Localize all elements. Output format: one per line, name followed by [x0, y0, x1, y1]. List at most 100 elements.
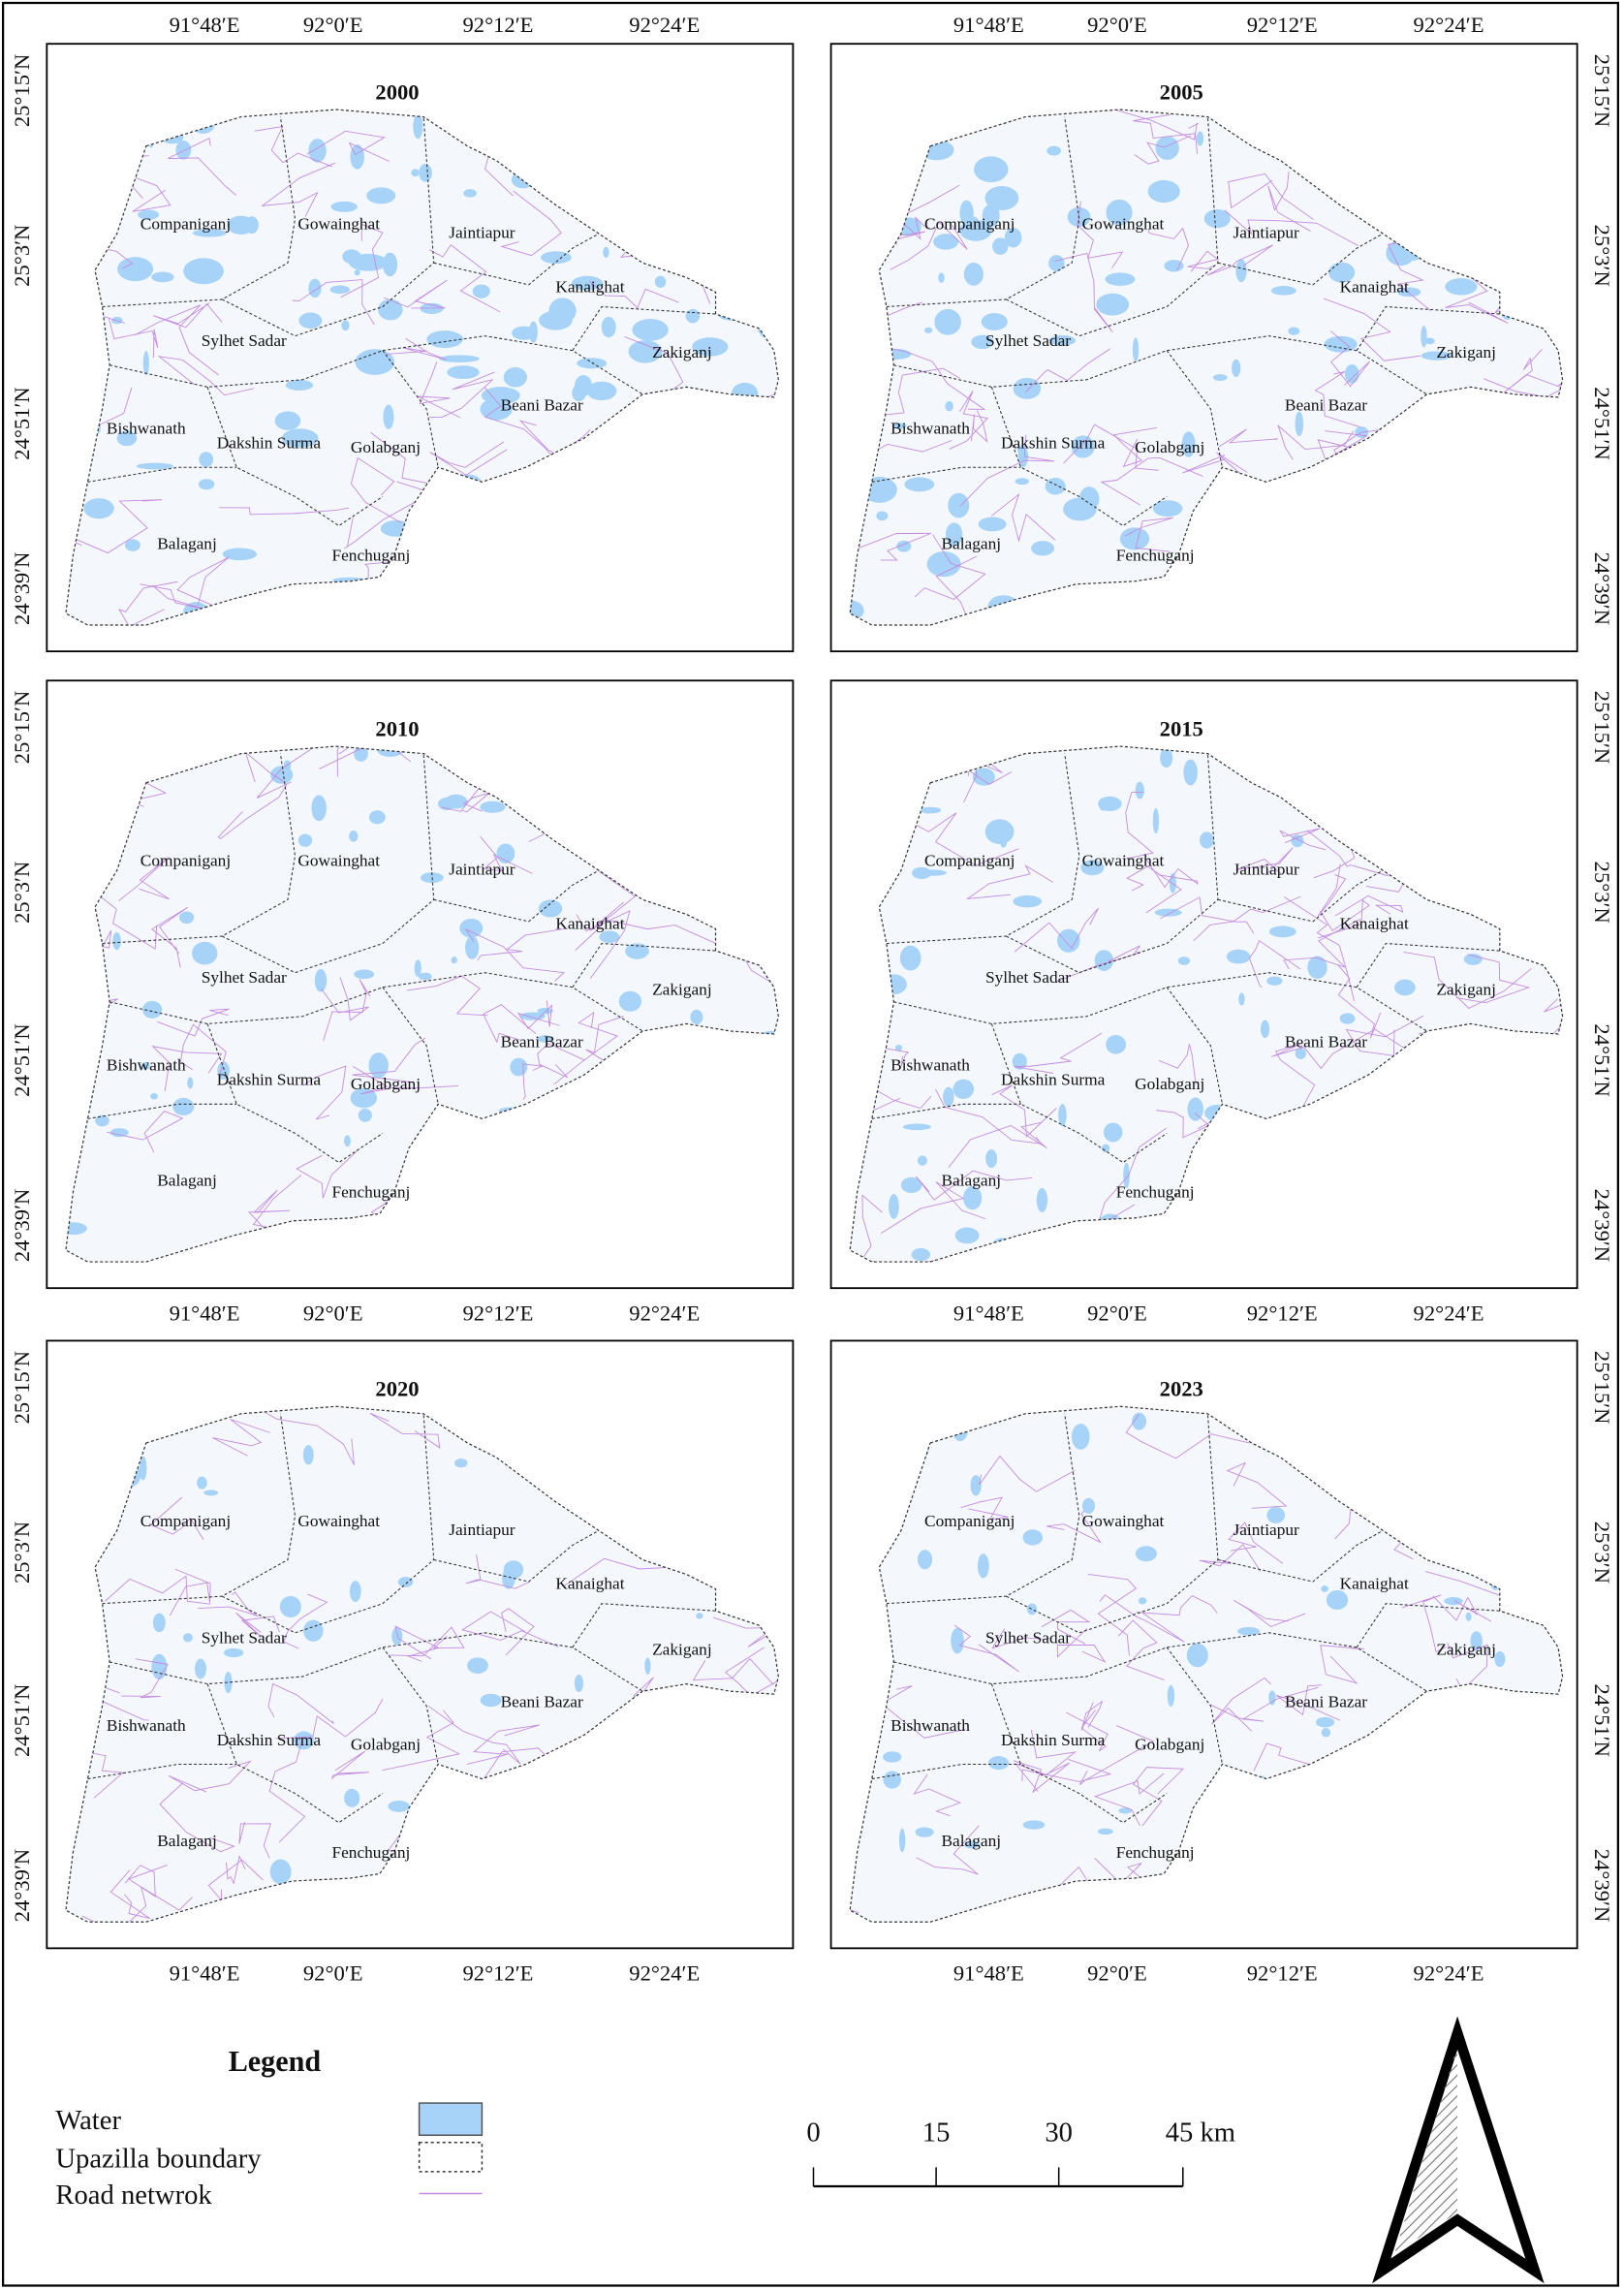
water-body	[953, 1079, 975, 1099]
water-body	[178, 911, 195, 925]
road	[149, 1496, 204, 1541]
upazila-label: Balaganj	[157, 535, 217, 553]
road	[1211, 1677, 1271, 1732]
road	[1275, 1684, 1341, 1721]
latitude-label: 24°51′N	[10, 387, 34, 459]
water-body	[183, 258, 224, 285]
water-body	[302, 1445, 314, 1465]
water-body	[1154, 908, 1182, 917]
latitude-label: 24°39′N	[1590, 1849, 1614, 1922]
road	[340, 223, 384, 298]
upazila-boundary	[433, 233, 600, 286]
water-body	[447, 365, 480, 379]
road	[323, 979, 371, 1042]
latitude-label: 24°39′N	[1590, 552, 1614, 625]
water-body	[1463, 953, 1483, 965]
water-body	[1135, 1546, 1157, 1562]
water-body	[537, 1035, 552, 1043]
road	[268, 1737, 306, 1843]
water-body	[644, 1657, 651, 1675]
road	[350, 456, 402, 524]
water-body	[192, 941, 218, 965]
upazila-label: Companiganj	[141, 852, 231, 870]
upazila-boundary	[1006, 116, 1219, 337]
road	[179, 1023, 227, 1079]
latitude-label: 24°51′N	[10, 1684, 34, 1757]
water-body	[175, 140, 192, 160]
water-body	[194, 1658, 206, 1679]
road	[1112, 110, 1199, 141]
water-body	[1046, 145, 1062, 156]
water-body	[314, 968, 328, 992]
upazila-label: Beani Bazar	[501, 395, 583, 414]
upazila-boundary	[206, 387, 384, 527]
road	[1087, 1573, 1138, 1656]
water-body	[1494, 1650, 1506, 1668]
latitude-label: 25°15′N	[10, 54, 34, 127]
water-body	[1344, 363, 1359, 384]
upazila-boundary	[1217, 233, 1384, 286]
water-body	[981, 313, 1008, 330]
latitude-label: 25°15′N	[1590, 691, 1614, 764]
road	[1318, 899, 1370, 939]
water-body	[1160, 747, 1173, 769]
water-body	[459, 918, 484, 938]
upazila-boundary	[886, 753, 1080, 945]
water-body	[382, 252, 398, 277]
north-arrow	[1372, 2016, 1545, 2284]
road	[1270, 1028, 1413, 1070]
water-body	[192, 229, 227, 237]
upazila-boundary	[433, 1529, 600, 1583]
water-body	[297, 833, 313, 847]
water-body	[970, 1474, 982, 1496]
road	[1536, 996, 1563, 1051]
longitude-label: 92°24′E	[1414, 13, 1484, 37]
upazila-label: Beani Bazar	[1285, 395, 1367, 414]
upazila-label: Golabganj	[1135, 1735, 1204, 1753]
water-body	[279, 1595, 301, 1617]
map-panel: 2015 Companiganj Gowainghat Jaintiapur Kanai…	[829, 679, 1614, 1325]
latitude-label: 24°39′N	[10, 1849, 34, 1922]
water-body	[1119, 527, 1150, 550]
upazila-label: Golabganj	[351, 1735, 421, 1753]
longitude-label: 92°12′E	[1247, 1961, 1318, 1986]
upazila-boundary	[1166, 350, 1223, 468]
water-body	[354, 746, 368, 762]
water-body	[1026, 1603, 1038, 1616]
road	[1056, 945, 1140, 983]
water-body	[1237, 1626, 1260, 1636]
water-body	[1200, 831, 1214, 849]
water-body	[142, 351, 149, 376]
road	[168, 1760, 252, 1793]
road	[1077, 201, 1124, 268]
water-body	[294, 1731, 315, 1750]
water-body	[900, 1176, 922, 1193]
water-body	[1101, 1144, 1110, 1153]
upazila-label: Zakiganj	[652, 1640, 712, 1658]
water-body	[883, 1751, 902, 1763]
water-body	[1063, 497, 1097, 521]
water-body	[124, 539, 141, 551]
longitude-label: 92°12′E	[1247, 13, 1318, 37]
water-body	[480, 800, 506, 813]
upazila-label: Balaganj	[941, 1172, 1001, 1190]
water-body	[1071, 1424, 1090, 1450]
upazila-label: Dakshin Surma	[217, 1071, 322, 1089]
upazila-label: Fenchuganj	[1116, 1183, 1195, 1202]
road	[1317, 863, 1347, 917]
water-body	[198, 479, 215, 490]
upazila-label: Beani Bazar	[1285, 1693, 1367, 1711]
upazila-label: Dakshin Surma	[217, 434, 322, 453]
water-body	[538, 899, 563, 918]
legend-item: Road netwrok	[55, 2180, 212, 2211]
water-body	[344, 1788, 360, 1807]
road	[330, 1750, 369, 1780]
road	[267, 1682, 334, 1725]
water-body	[117, 257, 154, 282]
water-body	[1013, 894, 1043, 908]
road	[1145, 859, 1199, 889]
road	[960, 1496, 1009, 1521]
water-body	[1147, 179, 1180, 204]
